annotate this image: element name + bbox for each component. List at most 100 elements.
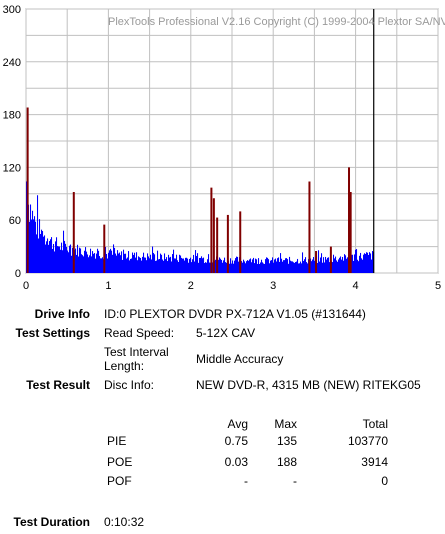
pie-bar-23 [49, 241, 51, 273]
pie-bar-157 [183, 258, 185, 273]
pie-bar-112 [138, 256, 140, 273]
pie-bar-266 [292, 261, 294, 273]
pie-bar-69 [95, 258, 97, 273]
pie-bar-247 [273, 262, 275, 273]
pie-bar-333 [359, 255, 361, 273]
pie-bar-3 [29, 221, 31, 273]
test-interval-label-line1: Test Interval [104, 345, 169, 359]
pie-bar-32 [58, 246, 60, 273]
pie-bar-239 [265, 259, 267, 273]
pie-bar-165 [191, 262, 193, 273]
test-interval-value: Middle Accuracy [196, 352, 284, 366]
pie-bar-308 [334, 258, 336, 273]
pie-bar-336 [362, 259, 364, 273]
pie-bar-60 [86, 251, 88, 273]
row-pof-max: - [293, 474, 297, 488]
pie-bar-128 [154, 254, 156, 273]
pie-bar-24 [50, 239, 52, 273]
pie-bar-167 [193, 254, 195, 273]
pie-bar-68 [94, 253, 96, 273]
pie-bar-178 [204, 263, 206, 273]
pie-bar-258 [284, 260, 286, 273]
pie-bar-105 [131, 258, 133, 273]
pie-bar-311 [337, 261, 339, 273]
row-poe-total: 3914 [361, 455, 388, 469]
pie-bar-285 [311, 261, 313, 273]
pie-bar-179 [205, 262, 207, 273]
pie-bar-181 [207, 259, 209, 273]
pie-bar-261 [287, 259, 289, 273]
pie-bar-98 [124, 253, 126, 273]
pie-bar-87 [113, 244, 115, 273]
pie-bar-300 [326, 259, 328, 273]
pie-bar-147 [173, 249, 175, 273]
pie-bar-63 [89, 255, 91, 273]
pie-bar-90 [116, 255, 118, 273]
pie-bar-255 [281, 258, 283, 273]
pie-bar-263 [289, 256, 291, 273]
pie-bar-295 [321, 253, 323, 273]
pie-bar-95 [121, 251, 123, 273]
pie-bar-177 [203, 257, 205, 273]
y-tick-1: 60 [9, 215, 21, 227]
pie-bar-58 [84, 250, 86, 273]
pie-bar-158 [184, 260, 186, 273]
pie-bar-195 [221, 259, 223, 273]
pie-bar-142 [168, 254, 170, 273]
pie-bar-233 [259, 264, 261, 273]
row-pie-max: 135 [276, 434, 297, 448]
pie-bar-205 [231, 263, 233, 273]
pie-bar-136 [162, 259, 164, 273]
pie-bar-276 [302, 252, 304, 273]
pie-bar-156 [182, 258, 184, 273]
pie-bar-328 [354, 254, 356, 273]
drive-info-label: Drive Info [34, 307, 90, 321]
pie-bar-145 [171, 261, 173, 273]
test-duration-value: 0:10:32 [104, 515, 145, 529]
pie-bar-34 [60, 249, 62, 273]
pie-bar-45 [71, 255, 73, 273]
y-tick-5: 300 [3, 4, 21, 16]
pie-bar-219 [245, 263, 247, 273]
pie-bar-244 [270, 260, 272, 273]
read-speed-label: Read Speed: [104, 326, 175, 340]
pie-bar-245 [271, 260, 273, 273]
pie-bar-104 [130, 258, 132, 273]
pie-bar-331 [357, 259, 359, 273]
pie-bar-243 [269, 263, 271, 273]
pie-bar-56 [82, 255, 84, 273]
pie-bar-96 [122, 259, 124, 273]
pie-bar-319 [345, 255, 347, 273]
pie-bar-182 [208, 254, 210, 273]
pie-bar-138 [164, 253, 166, 273]
pie-bar-81 [107, 258, 109, 273]
error-chart: PlexTools Professional V2.16 Copyright (… [3, 4, 445, 292]
pie-bar-238 [264, 263, 266, 273]
pie-bar-148 [174, 258, 176, 273]
pie-bar-313 [339, 257, 341, 273]
x-tick-1: 1 [105, 280, 111, 292]
pie-bar-80 [106, 253, 108, 273]
pie-bar-169 [195, 250, 197, 273]
pie-bar-163 [189, 258, 191, 273]
pie-bar-129 [155, 260, 157, 273]
pie-bar-335 [361, 258, 363, 273]
pie-bar-228 [254, 263, 256, 273]
pie-bar-215 [241, 261, 243, 273]
pie-bar-189 [215, 259, 217, 273]
pie-bar-75 [101, 258, 103, 273]
test-duration-label: Test Duration [13, 515, 90, 529]
pie-bar-275 [301, 263, 303, 273]
pie-bar-97 [123, 249, 125, 273]
pie-bar-109 [135, 257, 137, 273]
pie-bar-37 [63, 230, 65, 273]
pie-bar-50 [76, 254, 78, 273]
pie-bar-11 [37, 195, 39, 273]
disc-info-value: NEW DVD-R, 4315 MB (NEW) RITEKG05 [196, 378, 421, 392]
pie-bar-114 [140, 257, 142, 273]
pie-bar-135 [161, 254, 163, 273]
pie-bar-141 [167, 261, 169, 273]
test-result-label: Test Result [26, 378, 90, 392]
pie-bar-91 [117, 250, 119, 273]
pie-bar-318 [344, 254, 346, 273]
